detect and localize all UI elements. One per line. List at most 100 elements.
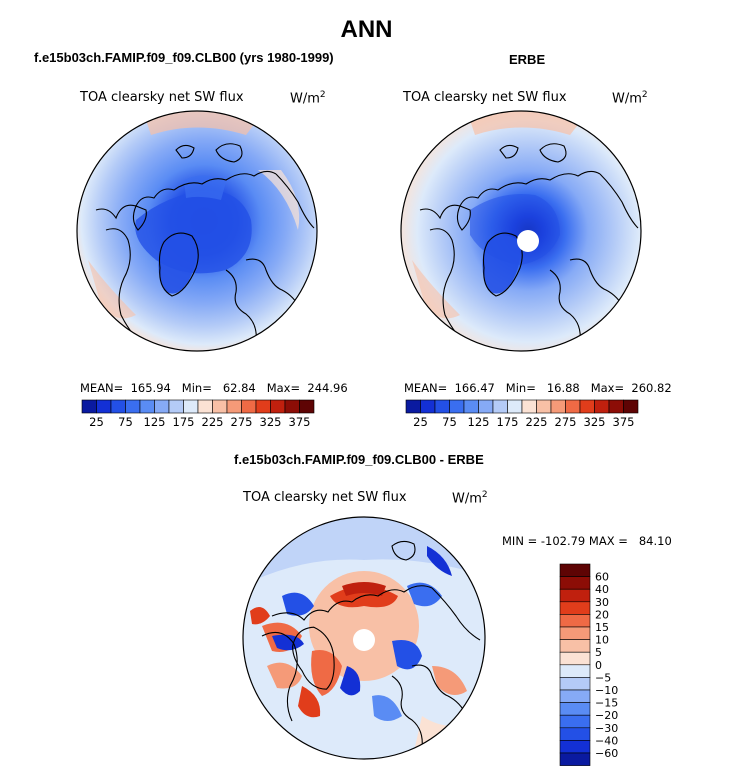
colorbar-tick-label: 125 (144, 415, 166, 429)
colorbar-swatch (623, 399, 639, 414)
panel2-units: W/m2 (612, 90, 648, 107)
colorbar-swatch (559, 576, 591, 590)
colorbar-tick-label: 25 (413, 415, 428, 429)
panel2-field-label: TOA clearsky net SW flux (403, 90, 567, 105)
colorbar-swatch (559, 588, 591, 603)
colorbar-tick-label: 15 (595, 621, 609, 634)
colorbar-swatch (594, 399, 610, 414)
colorbar-swatch (478, 399, 494, 414)
colorbar-swatch (559, 740, 591, 754)
panel2-colorbar: 25 75 125 175 225 275 325 375 (405, 399, 639, 429)
panel1-title: f.e15b03ch.FAMIP.f09_f09.CLB00 (yrs 1980… (34, 50, 334, 65)
colorbar-tick-label: 30 (595, 596, 609, 609)
colorbar-tick-label: 5 (595, 646, 602, 659)
colorbar-swatch (559, 752, 591, 766)
colorbar-swatch (449, 399, 465, 414)
colorbar-swatch (507, 399, 523, 414)
colorbar-swatch (536, 399, 552, 414)
colorbar-swatch (81, 399, 97, 414)
colorbar-swatch (559, 639, 591, 653)
colorbar-swatch (550, 399, 566, 414)
panel3-pole-hole (353, 629, 375, 651)
colorbar-tick-label: 20 (595, 608, 609, 621)
colorbar-tick-label: 40 (595, 583, 609, 596)
figure-title: ANN (340, 16, 393, 43)
colorbar-swatch (559, 689, 591, 703)
colorbar-tick-label: −60 (595, 747, 618, 760)
colorbar-tick-label: 125 (468, 415, 490, 429)
colorbar-swatch (559, 563, 591, 577)
colorbar-tick-label: 275 (555, 415, 577, 429)
colorbar-swatch (139, 399, 155, 414)
colorbar-swatch (125, 399, 141, 414)
colorbar-tick-label: 375 (289, 415, 311, 429)
colorbar-swatch (197, 399, 213, 414)
panel2-title: ERBE (509, 52, 546, 67)
colorbar-swatch (96, 399, 112, 414)
colorbar-tick-label: 75 (442, 415, 457, 429)
colorbar-swatch (284, 399, 300, 414)
colorbar-swatch (559, 677, 591, 691)
colorbar-swatch (559, 614, 591, 628)
colorbar-tick-label: 375 (613, 415, 635, 429)
panel1-polar-map (76, 110, 318, 352)
colorbar-swatch (608, 399, 624, 414)
panel3-polar-map (242, 516, 486, 760)
panel1-colorbar: 25 75 125 175 225 275 325 375 (81, 399, 315, 429)
colorbar-swatch (579, 399, 595, 414)
colorbar-swatch (270, 399, 286, 414)
colorbar-swatch (559, 664, 591, 678)
colorbar-swatch (299, 399, 315, 414)
colorbar-tick-label: −20 (595, 709, 618, 722)
panel3-units: W/m2 (452, 490, 488, 507)
colorbar-tick-label: 0 (595, 659, 602, 672)
colorbar-swatch (241, 399, 257, 414)
colorbar-tick-label: 225 (202, 415, 224, 429)
colorbar-tick-label: 75 (118, 415, 133, 429)
colorbar-tick-label: −5 (595, 671, 611, 684)
colorbar-swatch (559, 714, 591, 729)
panel2-pole-hole (517, 230, 539, 252)
colorbar-swatch (463, 399, 479, 414)
colorbar-swatch (255, 399, 271, 414)
colorbar-swatch (559, 702, 591, 716)
colorbar-tick-label: −10 (595, 684, 618, 697)
panel2-stats: MEAN= 166.47 Min= 16.88 Max= 260.82 (404, 381, 672, 395)
colorbar-tick-label: 60 (595, 571, 609, 584)
colorbar-swatch (565, 399, 581, 414)
panel1-field-label: TOA clearsky net SW flux (80, 90, 244, 105)
panel1-stats: MEAN= 165.94 Min= 62.84 Max= 244.96 (80, 381, 348, 395)
colorbar-tick-label: 175 (173, 415, 195, 429)
colorbar-swatch (559, 601, 591, 615)
panel2-polar-map (400, 110, 642, 352)
colorbar-swatch (110, 399, 126, 414)
panel1-units: W/m2 (290, 90, 326, 107)
panel3-field-label: TOA clearsky net SW flux (243, 490, 407, 505)
colorbar-tick-label: −40 (595, 734, 618, 747)
colorbar-swatch (559, 626, 591, 640)
colorbar-tick-label: 25 (89, 415, 104, 429)
colorbar-tick-label: 225 (526, 415, 548, 429)
colorbar-tick-label: −30 (595, 722, 618, 735)
colorbar-swatch (212, 399, 228, 414)
colorbar-tick-label: 275 (231, 415, 253, 429)
colorbar-swatch (183, 399, 199, 414)
panel3-title: f.e15b03ch.FAMIP.f09_f09.CLB00 - ERBE (234, 452, 484, 467)
colorbar-tick-label: −15 (595, 697, 618, 710)
colorbar-swatch (405, 399, 421, 414)
colorbar-swatch (521, 399, 537, 414)
colorbar-tick-label: 10 (595, 634, 609, 647)
colorbar-tick-label: 325 (584, 415, 606, 429)
panel3-stats: MIN = -102.79 MAX = 84.10 (502, 534, 672, 548)
colorbar-swatch (168, 399, 184, 414)
colorbar-tick-label: 325 (260, 415, 282, 429)
colorbar-tick-label: 175 (497, 415, 519, 429)
colorbar-swatch (559, 727, 591, 741)
colorbar-swatch (226, 399, 242, 414)
colorbar-swatch (492, 399, 508, 414)
colorbar-swatch (420, 399, 436, 414)
colorbar-swatch (559, 651, 591, 666)
colorbar-swatch (434, 399, 450, 414)
colorbar-swatch (154, 399, 170, 414)
